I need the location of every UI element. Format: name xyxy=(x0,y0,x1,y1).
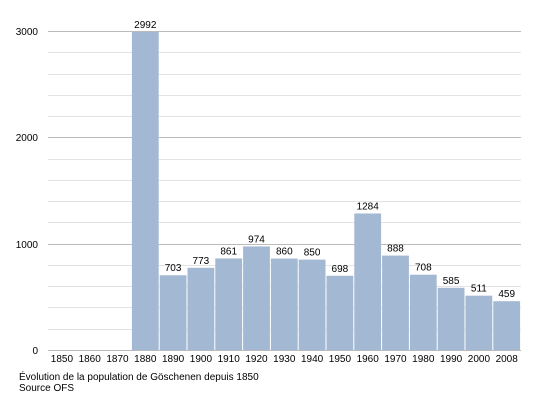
data-label: 773 xyxy=(193,256,210,267)
x-tick-label: 1940 xyxy=(301,354,324,365)
bar xyxy=(270,258,298,350)
x-tick-label: 1850 xyxy=(51,354,74,365)
data-label: 703 xyxy=(165,263,182,274)
x-tick-label: 2000 xyxy=(468,354,491,365)
data-label: 850 xyxy=(304,248,321,259)
bars xyxy=(131,31,521,350)
data-label: 708 xyxy=(415,263,432,274)
x-axis-ticks: 1850 1860 1870 1880 1890 1900 1910 1920 1930 1940… xyxy=(51,354,518,365)
x-tick-label: 1890 xyxy=(162,354,185,365)
source-note: Source OFS xyxy=(19,383,75,394)
data-label: 459 xyxy=(498,289,515,300)
bar xyxy=(131,31,159,350)
x-tick-label: 1910 xyxy=(218,354,241,365)
bar xyxy=(187,267,215,350)
x-tick-label: 1960 xyxy=(357,354,380,365)
bar xyxy=(354,213,382,350)
x-tick-label: 1950 xyxy=(329,354,352,365)
bar xyxy=(409,274,437,350)
x-tick-label: 1920 xyxy=(245,354,268,365)
x-tick-label: 2008 xyxy=(496,354,519,365)
x-tick-label: 1980 xyxy=(412,354,435,365)
grid-lines xyxy=(48,31,521,351)
bar xyxy=(493,301,521,350)
x-tick-label: 1990 xyxy=(440,354,463,365)
bar xyxy=(465,295,493,350)
data-labels: 2992 703 773 861 974 860 850 698 1284 888 708 585 51… xyxy=(134,20,515,300)
bar xyxy=(159,275,187,350)
data-label: 974 xyxy=(248,234,265,245)
bar xyxy=(437,287,465,350)
chart-caption: Évolution de la population de Göschenen … xyxy=(19,372,259,383)
x-tick-label: 1860 xyxy=(79,354,102,365)
data-label: 511 xyxy=(471,284,487,295)
x-tick-label: 1880 xyxy=(134,354,157,365)
bar xyxy=(243,246,270,350)
bar xyxy=(298,259,326,350)
data-label: 2992 xyxy=(134,20,157,31)
data-label: 585 xyxy=(443,276,460,287)
x-tick-label: 1930 xyxy=(273,354,296,365)
bar xyxy=(215,258,243,350)
y-tick-label: 0 xyxy=(32,346,38,357)
data-label: 888 xyxy=(387,244,404,255)
data-label: 1284 xyxy=(357,201,380,212)
data-label: 698 xyxy=(332,264,349,275)
x-tick-label: 1870 xyxy=(106,354,129,365)
y-tick-label: 2000 xyxy=(16,133,39,144)
bar xyxy=(382,255,409,350)
x-tick-label: 1900 xyxy=(190,354,213,365)
bar xyxy=(326,275,354,350)
data-label: 860 xyxy=(276,247,293,258)
y-tick-label: 3000 xyxy=(16,27,39,38)
y-tick-label: 1000 xyxy=(16,240,39,251)
data-label: 861 xyxy=(220,246,237,257)
y-axis-ticks: 0 1000 2000 3000 xyxy=(16,27,39,357)
x-tick-label: 1970 xyxy=(384,354,407,365)
